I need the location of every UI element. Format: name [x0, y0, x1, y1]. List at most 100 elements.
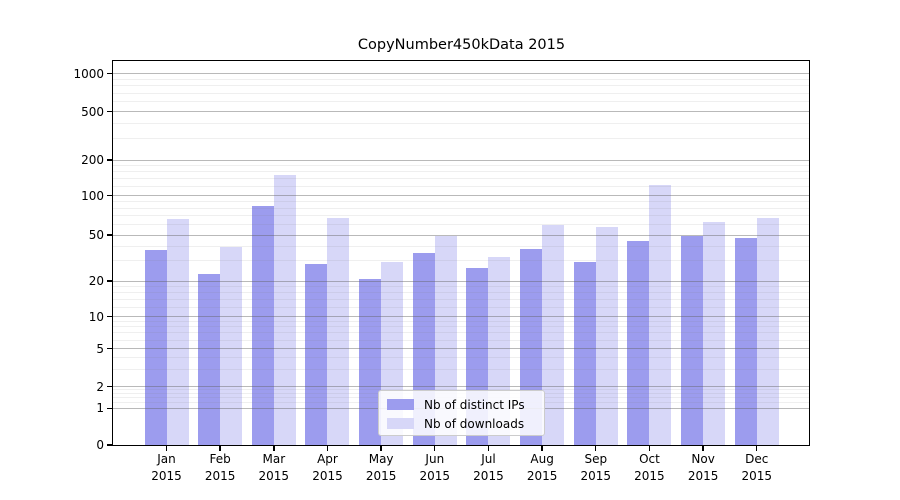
y-tick-label: 20	[88, 274, 104, 288]
bar-downloads	[703, 221, 726, 445]
bar-distinct-ips	[305, 264, 328, 445]
y-tick-mark	[107, 111, 112, 113]
bar-distinct-ips	[251, 205, 274, 445]
y-tick-mark	[107, 315, 112, 318]
x-tick-mark	[756, 446, 758, 451]
gridline-major	[113, 195, 809, 197]
legend-label: Nb of downloads	[424, 416, 525, 431]
legend-label: Nb of distinct IPs	[424, 397, 525, 412]
bar-distinct-ips	[198, 273, 221, 445]
y-tick-label: 200	[81, 153, 104, 167]
y-tick-mark	[107, 72, 112, 75]
gridline-minor	[113, 78, 809, 80]
gridline-minor	[113, 101, 809, 103]
gridline-minor	[113, 138, 809, 140]
bar-downloads	[649, 185, 672, 445]
bar-downloads	[756, 218, 779, 445]
y-tick-mark	[107, 386, 112, 388]
x-tick-mark	[487, 446, 490, 451]
gridline-major	[113, 386, 809, 388]
legend-row: Nb of distinct IPs	[379, 395, 544, 414]
gridline-minor	[113, 224, 809, 226]
x-tick-label: Feb 2015	[204, 452, 236, 483]
legend-swatch-downloads	[387, 418, 414, 429]
y-tick-mark	[107, 444, 112, 446]
x-tick-label: Apr 2015	[312, 452, 343, 483]
bar-downloads	[542, 224, 565, 445]
gridline-minor	[113, 306, 809, 308]
gridline-minor	[113, 85, 809, 87]
gridline-minor	[113, 320, 809, 322]
y-tick-label: 10	[88, 309, 104, 324]
gridline-minor	[113, 201, 809, 203]
x-tick-mark	[648, 446, 651, 451]
y-tick-label: 1	[96, 401, 104, 416]
gridline-major	[113, 348, 809, 349]
bar-distinct-ips	[734, 238, 757, 445]
x-tick-mark	[595, 446, 597, 451]
gridline-major	[113, 159, 809, 161]
gridline-minor	[113, 389, 809, 391]
x-tick-label: May 2015	[365, 452, 397, 483]
gridline-minor	[113, 369, 809, 371]
x-tick-label: Dec 2015	[741, 452, 773, 483]
gridline-minor	[113, 185, 809, 187]
gridline-minor	[113, 92, 809, 94]
gridline-minor	[113, 122, 809, 124]
gridline-major	[113, 280, 809, 282]
gridline-minor	[113, 177, 809, 179]
gridline-minor	[113, 245, 809, 247]
x-tick-label: Sep 2015	[580, 452, 612, 483]
gridline-major	[113, 73, 809, 74]
y-tick-label: 2	[96, 379, 104, 394]
bar-downloads	[327, 217, 350, 445]
y-tick-label: 0	[96, 438, 104, 452]
bar-distinct-ips	[144, 250, 167, 445]
bar-distinct-ips	[359, 278, 382, 445]
gridline-major	[113, 316, 809, 317]
x-tick-mark	[219, 446, 221, 451]
bar-distinct-ips	[627, 241, 650, 445]
y-tick-label: 50	[88, 228, 104, 242]
legend-row: Nb of downloads	[379, 414, 544, 433]
y-tick-mark	[107, 280, 112, 282]
x-tick-label: Oct 2015	[634, 452, 665, 483]
gridline-minor	[113, 291, 809, 293]
gridline-major	[113, 234, 809, 236]
x-tick-mark	[165, 446, 168, 451]
gridline-minor	[113, 339, 809, 341]
bar-distinct-ips	[573, 262, 596, 445]
gridline-major	[113, 111, 809, 113]
y-tick-mark	[107, 347, 112, 350]
gridline-minor	[113, 164, 809, 166]
gridline-minor	[113, 260, 809, 262]
bar-downloads	[220, 247, 243, 445]
x-tick-label: Aug 2015	[526, 452, 558, 483]
y-tick-label: 100	[81, 188, 104, 203]
gridline-minor	[113, 215, 809, 217]
x-tick-label: Jun 2015	[419, 452, 451, 483]
gridline-minor	[113, 326, 809, 328]
x-tick-mark	[434, 446, 436, 451]
y-tick-mark	[107, 159, 112, 161]
x-tick-mark	[702, 446, 704, 451]
gridline-minor	[113, 170, 809, 172]
y-tick-label: 5	[96, 341, 104, 356]
x-tick-label: Nov 2015	[687, 452, 719, 483]
x-tick-mark	[273, 446, 275, 451]
legend: Nb of distinct IPs Nb of downloads	[378, 390, 545, 436]
gridline-minor	[113, 357, 809, 359]
y-tick-mark	[107, 234, 112, 236]
bar-downloads	[595, 226, 618, 445]
x-tick-mark	[380, 446, 382, 451]
legend-swatch-distinct-ips	[387, 399, 414, 410]
bar-downloads	[166, 219, 189, 445]
gridline-minor	[113, 298, 809, 300]
x-tick-label: Jul 2015	[473, 452, 504, 483]
gridline-minor	[113, 207, 809, 209]
y-tick-label: 500	[81, 104, 104, 119]
y-tick-label: 1000	[73, 66, 104, 81]
chart-title: CopyNumber450kData 2015	[357, 37, 566, 53]
bar-downloads	[273, 174, 296, 445]
